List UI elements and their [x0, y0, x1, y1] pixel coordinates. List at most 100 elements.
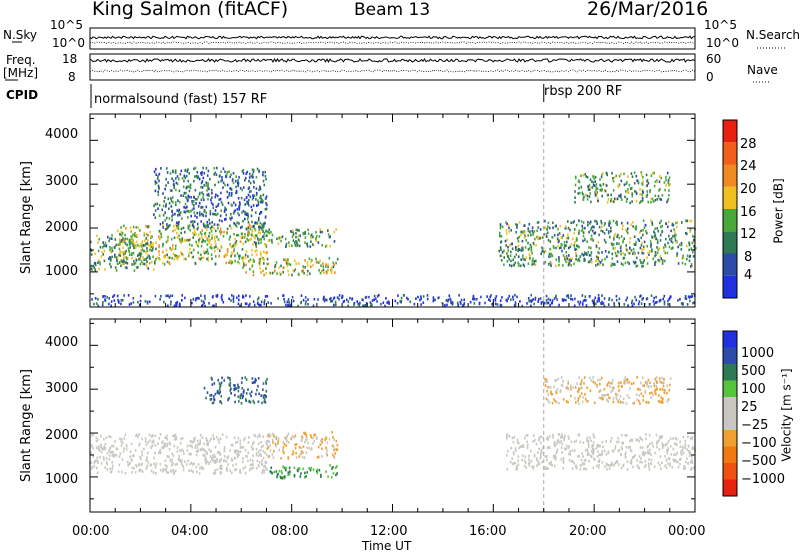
data-cell — [263, 231, 266, 235]
data-cell — [215, 436, 218, 439]
data-cell — [220, 458, 223, 461]
data-cell — [255, 379, 257, 382]
data-cell — [626, 230, 628, 233]
data-cell — [212, 295, 214, 298]
data-cell — [636, 459, 638, 462]
data-cell — [604, 250, 607, 253]
data-cell — [253, 260, 255, 263]
data-cell — [687, 450, 690, 453]
data-cell — [640, 302, 643, 305]
data-cell — [176, 182, 179, 186]
data-cell — [208, 235, 210, 238]
data-cell — [140, 463, 143, 467]
data-cell — [265, 461, 268, 464]
data-cell — [241, 225, 243, 229]
data-cell — [523, 236, 526, 239]
data-cell — [604, 465, 606, 468]
data-cell — [257, 239, 260, 242]
data-cell — [546, 437, 548, 440]
data-cell — [667, 448, 669, 452]
data-cell — [205, 396, 207, 400]
data-cell — [259, 221, 262, 225]
data-cell — [111, 454, 114, 457]
data-cell — [661, 376, 664, 380]
data-cell — [128, 243, 131, 247]
data-cell — [249, 227, 252, 231]
data-cell — [291, 229, 294, 233]
data-cell — [598, 299, 600, 303]
data-cell — [623, 256, 626, 260]
data-cell — [205, 181, 208, 184]
data-cell — [184, 296, 186, 300]
data-cell — [517, 264, 520, 267]
data-cell — [559, 224, 562, 228]
power-ytick: 4000 — [45, 127, 79, 142]
data-cell — [94, 263, 97, 267]
data-cell — [284, 237, 287, 241]
data-cell — [225, 175, 228, 179]
data-cell — [236, 296, 238, 299]
data-cell — [649, 303, 651, 306]
data-cell — [582, 299, 585, 303]
data-cell — [212, 304, 214, 308]
data-cell — [573, 231, 576, 235]
data-cell — [213, 237, 216, 240]
data-cell — [592, 441, 595, 444]
data-cell — [127, 247, 130, 250]
data-cell — [121, 470, 123, 474]
data-cell — [316, 436, 318, 439]
data-cell — [564, 434, 566, 438]
data-cell — [661, 194, 664, 197]
data-cell — [242, 457, 244, 460]
data-cell — [640, 294, 642, 298]
data-cell — [610, 381, 612, 385]
data-cell — [663, 388, 665, 392]
data-cell — [123, 260, 125, 263]
data-cell — [122, 246, 124, 250]
data-cell — [172, 169, 174, 172]
data-cell — [628, 252, 631, 255]
data-cell — [540, 455, 542, 459]
data-cell — [536, 221, 539, 224]
data-cell — [177, 227, 180, 231]
data-cell — [521, 304, 523, 308]
data-cell — [166, 171, 169, 174]
data-cell — [626, 296, 629, 300]
data-cell — [229, 218, 232, 221]
data-cell — [661, 446, 664, 449]
data-cell — [236, 455, 239, 459]
data-cell — [214, 392, 217, 396]
data-cell — [530, 245, 533, 249]
data-cell — [547, 221, 550, 225]
data-cell — [517, 463, 520, 466]
data-cell — [612, 386, 615, 390]
data-cell — [341, 296, 343, 300]
data-cell — [198, 257, 200, 260]
data-cell — [644, 224, 647, 227]
data-cell — [233, 449, 236, 453]
data-cell — [294, 259, 296, 263]
data-cell — [229, 224, 231, 228]
data-cell — [688, 450, 691, 454]
data-cell — [297, 262, 300, 265]
data-cell — [200, 256, 203, 260]
data-cell — [564, 447, 566, 451]
data-cell — [277, 297, 279, 300]
data-cell — [255, 245, 258, 249]
data-cell — [656, 300, 658, 304]
data-cell — [598, 463, 600, 467]
data-cell — [631, 456, 634, 459]
data-cell — [158, 235, 160, 239]
data-cell — [642, 245, 645, 249]
data-cell — [103, 458, 105, 462]
data-cell — [147, 441, 149, 444]
data-cell — [141, 450, 143, 453]
data-cell — [574, 397, 576, 400]
data-cell — [261, 223, 263, 226]
data-cell — [139, 299, 142, 303]
data-cell — [647, 200, 649, 204]
data-cell — [128, 241, 131, 244]
data-cell — [558, 402, 560, 405]
data-cell — [270, 230, 272, 234]
data-cell — [120, 444, 123, 447]
